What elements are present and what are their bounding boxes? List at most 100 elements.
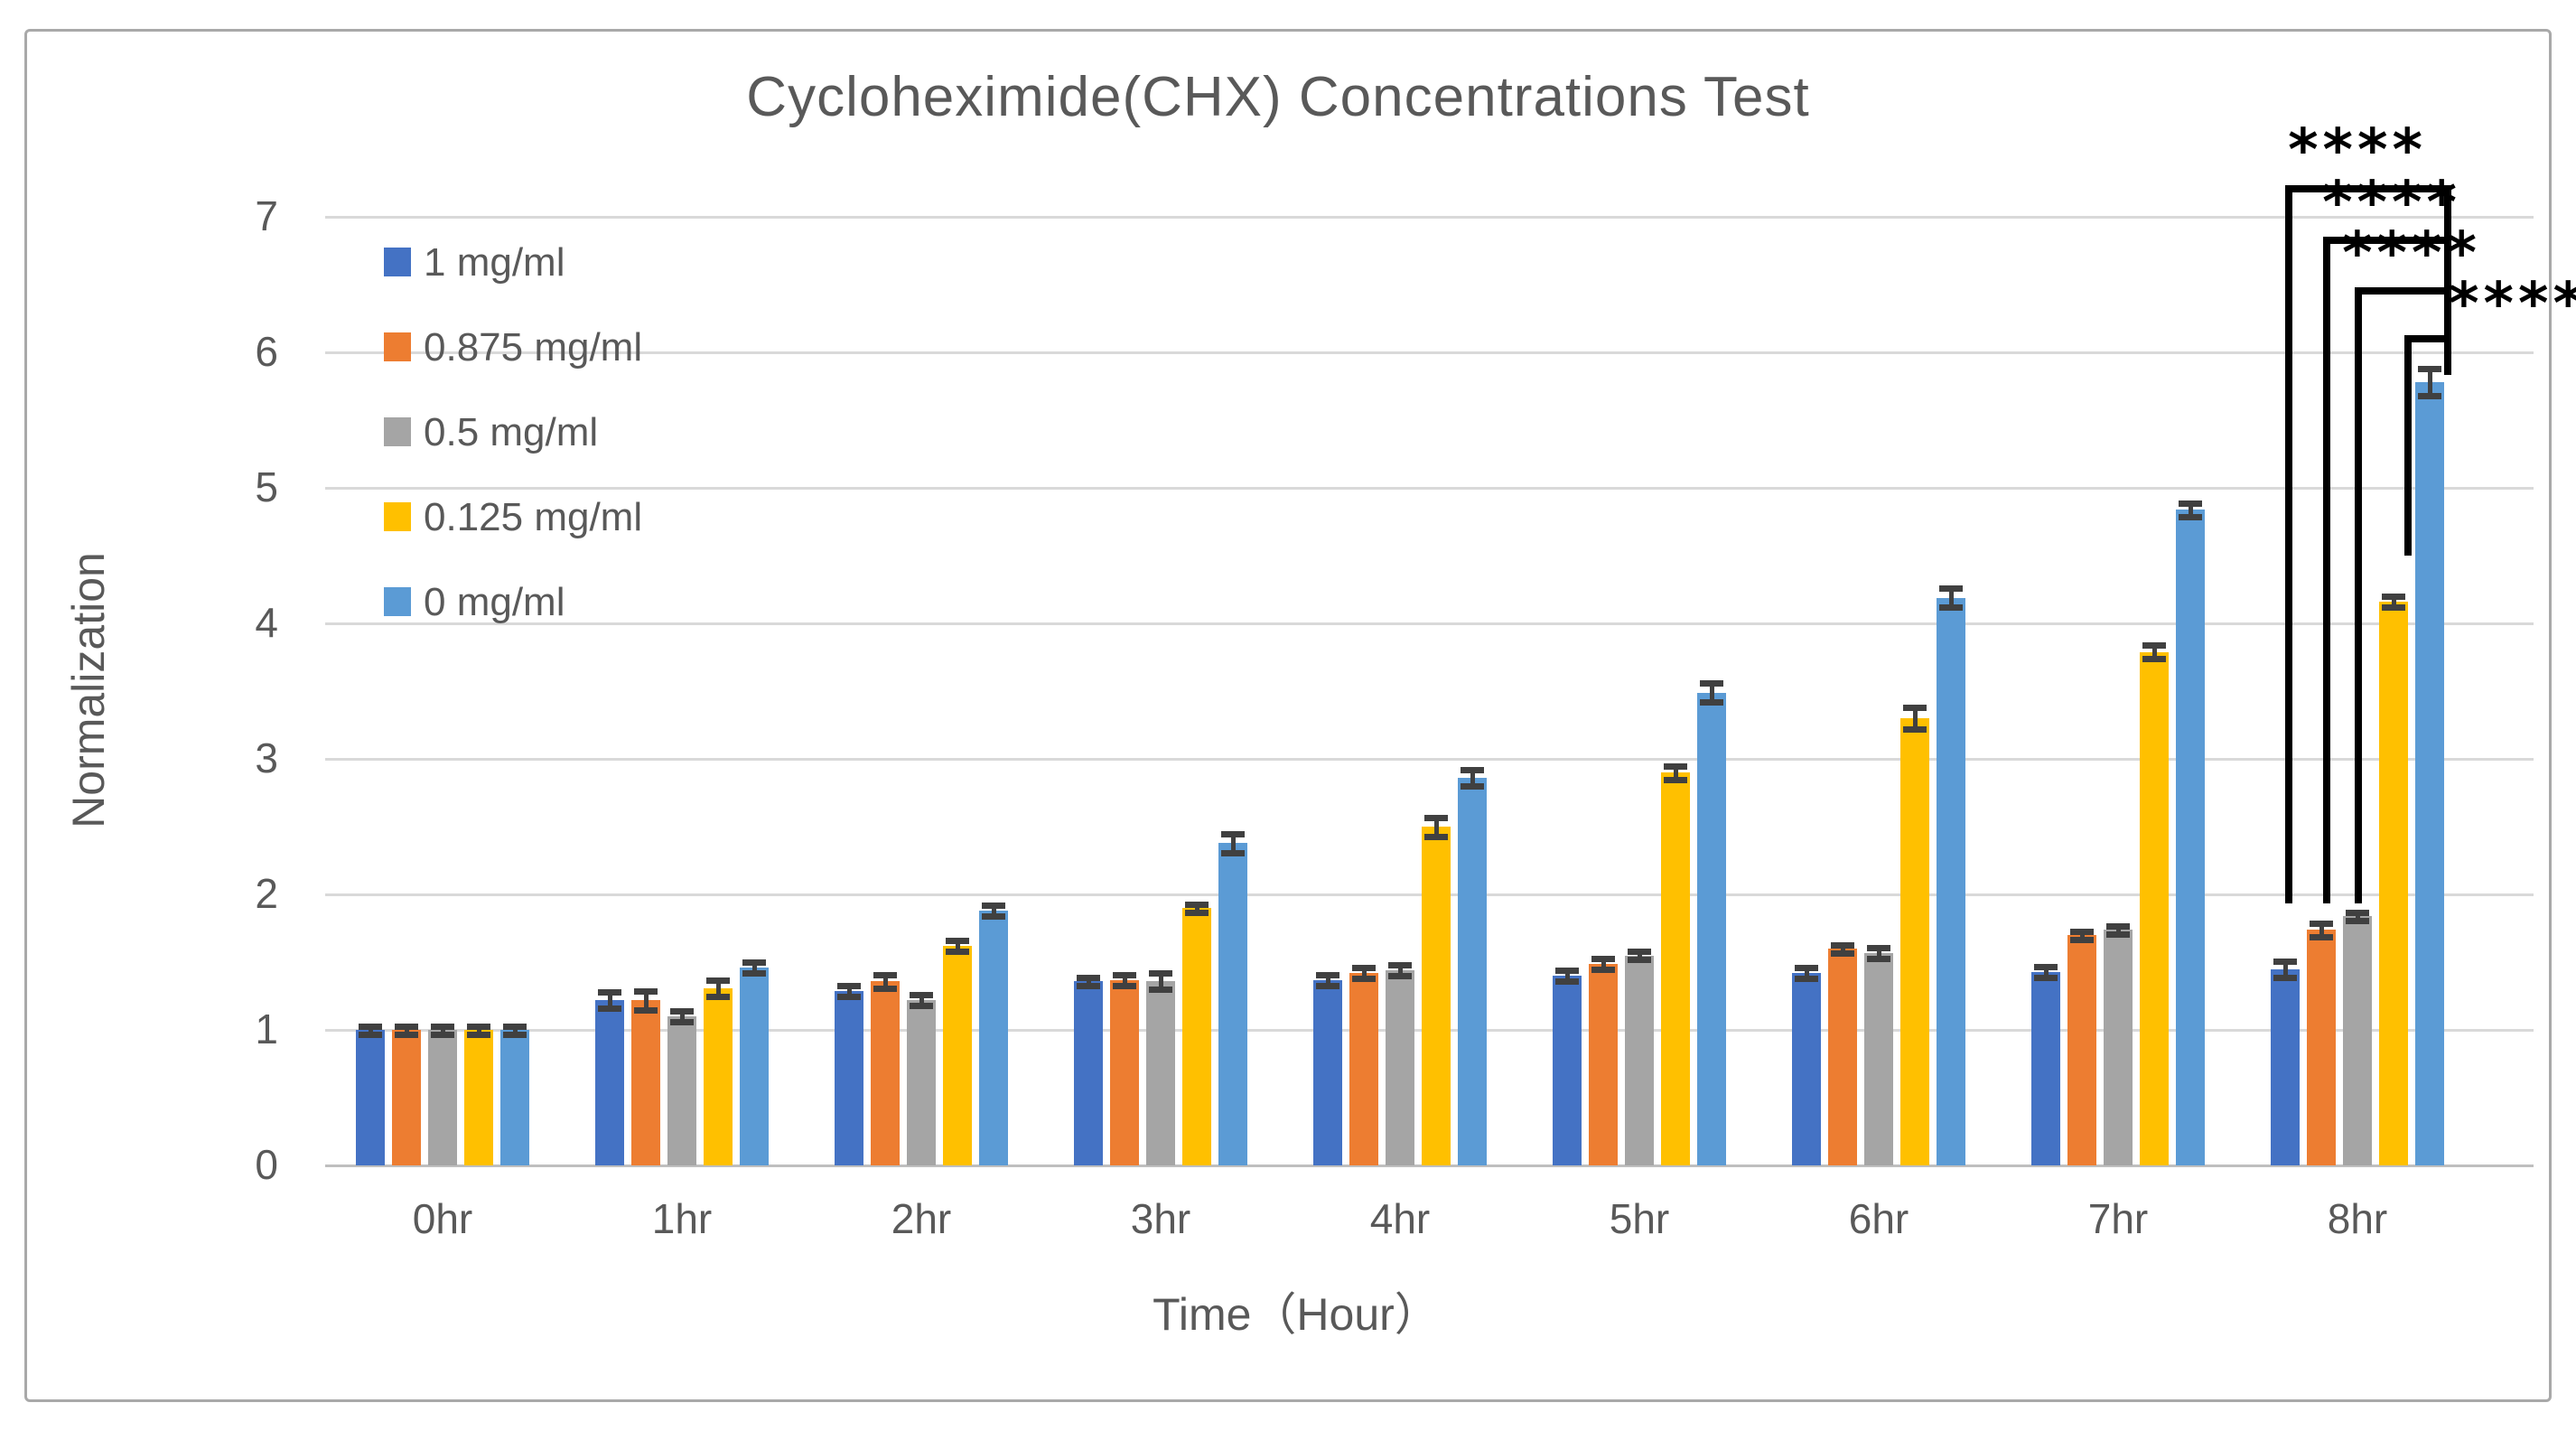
error-bar	[1674, 765, 1678, 780]
error-bar-cap	[1316, 971, 1339, 978]
error-bar	[441, 1025, 445, 1034]
bar	[595, 1000, 624, 1165]
error-bar-cap	[742, 959, 766, 966]
error-bar	[1123, 974, 1127, 986]
significance-stars: ****	[2288, 117, 2427, 184]
error-bar-cap	[1352, 965, 1376, 971]
legend-swatch	[384, 587, 411, 616]
error-bar-cap	[1461, 783, 1484, 790]
bar	[1458, 778, 1487, 1165]
bar	[943, 946, 972, 1165]
error-bar	[1398, 965, 1403, 976]
significance-bracket	[2285, 185, 2451, 192]
error-bar-cap	[1221, 830, 1245, 837]
error-bar	[1638, 951, 1642, 959]
error-bar	[1326, 974, 1330, 986]
error-bar-cap	[503, 1031, 527, 1038]
bar	[631, 1000, 660, 1165]
bar	[2031, 971, 2060, 1165]
significance-stars: ****	[2322, 170, 2461, 237]
error-bar-cap	[946, 949, 969, 955]
bar	[2415, 382, 2444, 1165]
x-tick-label: 2hr	[891, 1195, 952, 1242]
error-bar	[2319, 922, 2324, 937]
error-bar-cap	[873, 971, 897, 978]
error-bar-cap	[1664, 776, 1687, 783]
x-tick-label: 4hr	[1369, 1195, 1431, 1242]
bar	[871, 981, 900, 1165]
bar	[2307, 930, 2336, 1165]
error-bar-cap	[837, 982, 861, 989]
bar	[1110, 979, 1139, 1165]
error-bar-cap	[503, 1023, 527, 1030]
error-bar-cap	[1700, 680, 1723, 687]
error-bar-cap	[1939, 585, 1963, 592]
error-bar	[1087, 977, 1091, 986]
error-bar-cap	[598, 1005, 621, 1012]
error-bar-cap	[1185, 909, 1209, 916]
error-bar	[2044, 966, 2049, 977]
error-bar-cap	[467, 1023, 490, 1030]
bar	[428, 1030, 457, 1165]
error-bar	[477, 1025, 481, 1034]
error-bar-cap	[670, 1019, 694, 1025]
error-bar-cap	[1555, 968, 1579, 974]
error-bar-cap	[1795, 976, 1818, 982]
error-bar	[1949, 588, 1954, 607]
bar	[2343, 916, 2372, 1165]
error-bar	[1710, 683, 1714, 702]
y-tick-label: 0	[255, 1141, 278, 1188]
error-bar-cap	[1388, 962, 1412, 968]
error-bar-cap	[2418, 366, 2441, 372]
error-bar	[956, 940, 960, 951]
bar	[2176, 510, 2205, 1165]
bar	[500, 1030, 529, 1165]
y-tick-label: 4	[255, 599, 278, 646]
bar	[740, 968, 769, 1165]
error-bar-cap	[359, 1031, 382, 1038]
bar	[1900, 718, 1929, 1165]
legend-swatch	[384, 332, 411, 361]
error-bar	[369, 1025, 373, 1034]
error-bar	[1362, 968, 1367, 978]
error-bar	[1877, 947, 1881, 959]
error-bar	[1913, 707, 1918, 729]
bar	[1386, 970, 1414, 1165]
legend-label: 0.5 mg/ml	[424, 410, 599, 454]
error-bar	[2392, 596, 2396, 607]
bar	[667, 1016, 696, 1165]
x-tick-label: 6hr	[1848, 1195, 1909, 1242]
error-bar	[752, 962, 757, 973]
error-bar-cap	[2418, 393, 2441, 399]
y-tick-label: 6	[255, 328, 278, 375]
error-bar-cap	[2310, 933, 2333, 940]
error-bar-cap	[2310, 920, 2333, 927]
error-bar-cap	[1149, 970, 1172, 977]
bar	[2140, 651, 2169, 1165]
x-tick-label: 5hr	[1609, 1195, 1670, 1242]
error-bar-cap	[1903, 726, 1927, 733]
error-bar	[2152, 645, 2157, 659]
error-bar-cap	[2034, 963, 2058, 970]
significance-bracket	[2404, 335, 2412, 556]
error-bar-cap	[910, 992, 933, 998]
error-bar-cap	[395, 1031, 418, 1038]
error-bar-cap	[1831, 941, 1854, 949]
error-bar-cap	[670, 1008, 694, 1015]
error-bar-cap	[1077, 982, 1100, 989]
chart-title: Cycloheximide(CHX) Concentrations Test	[746, 66, 1810, 128]
y-tick-label: 7	[255, 192, 278, 239]
error-bar-cap	[1867, 944, 1890, 951]
x-tick-label: 3hr	[1130, 1195, 1191, 1242]
significance-bracket	[2355, 287, 2362, 903]
error-bar-cap	[1591, 955, 1615, 962]
error-bar-cap	[1903, 705, 1927, 711]
legend-label: 1 mg/ml	[424, 240, 565, 285]
x-axis-line	[325, 1164, 2534, 1167]
error-bar-cap	[2346, 917, 2369, 924]
error-bar	[1195, 903, 1199, 912]
gridline	[325, 216, 2534, 219]
bar	[392, 1030, 421, 1165]
error-bar	[1434, 817, 1439, 837]
error-bar-cap	[431, 1023, 454, 1030]
